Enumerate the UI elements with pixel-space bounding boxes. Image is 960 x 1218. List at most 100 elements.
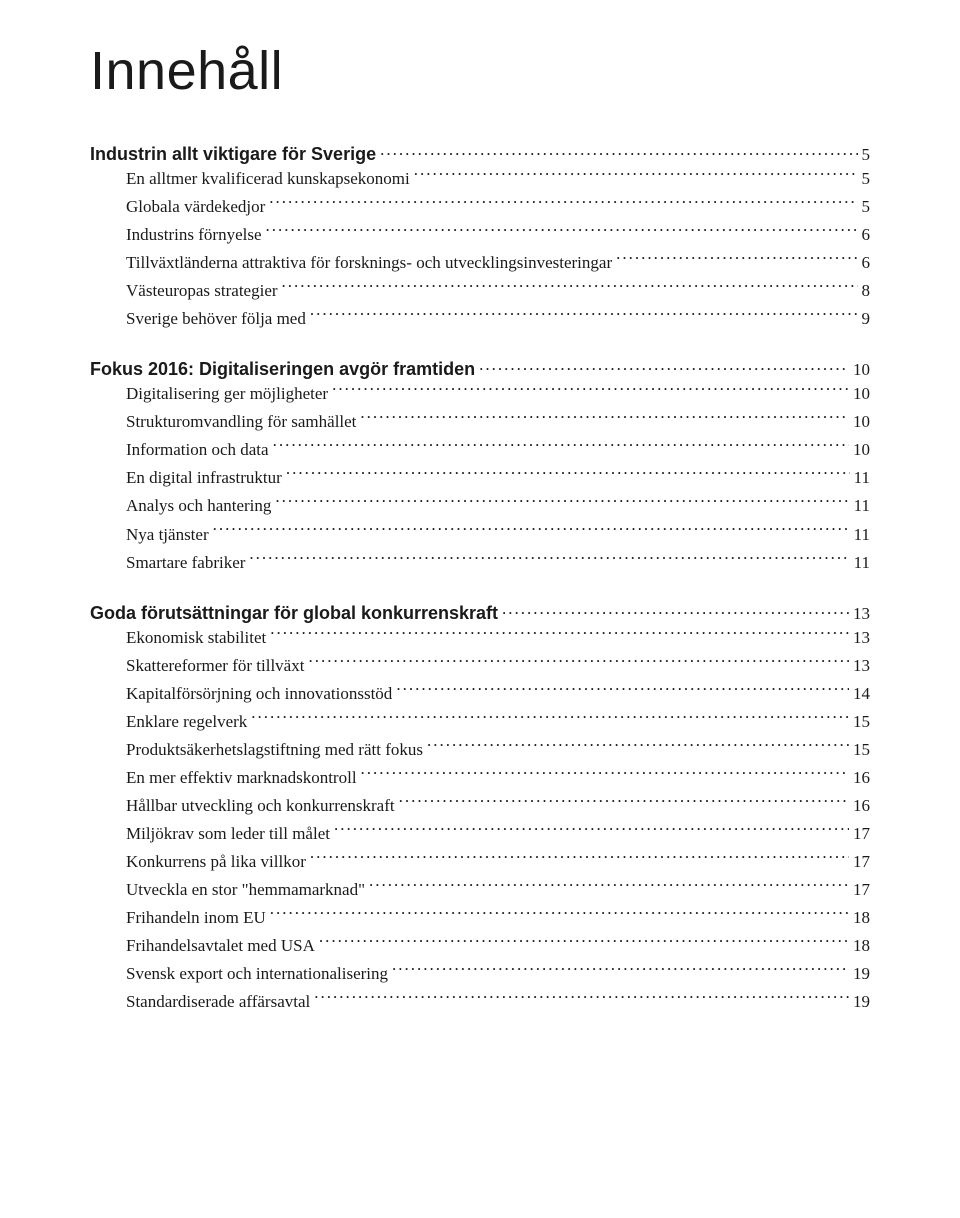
toc-leader <box>361 766 849 783</box>
toc-entry[interactable]: Globala värdekedjor 5 <box>126 193 870 221</box>
toc-page-number: 13 <box>853 604 870 624</box>
toc-page-number: 10 <box>853 380 870 408</box>
toc-section-heading-row[interactable]: Goda förutsättningar för global konkurre… <box>90 601 870 624</box>
toc-leader <box>319 934 849 951</box>
toc-section: Fokus 2016: Digitaliseringen avgör framt… <box>90 357 870 576</box>
toc-section-heading-row[interactable]: Industrin allt viktigare för Sverige 5 <box>90 142 870 165</box>
toc-entry[interactable]: En digital infrastruktur11 <box>126 464 870 492</box>
toc-page-number: 14 <box>853 680 870 708</box>
toc-leader <box>314 990 849 1007</box>
toc-entry-label: En alltmer kvalificerad kunskapsekonomi <box>126 165 410 193</box>
toc-page-number: 18 <box>853 904 870 932</box>
toc-entry-label: Information och data <box>126 436 269 464</box>
toc-page-number: 11 <box>854 549 870 577</box>
toc-page-number: 5 <box>862 165 871 193</box>
toc-leader <box>479 357 849 375</box>
toc-entry-label: Nya tjänster <box>126 521 209 549</box>
toc-leader <box>282 279 858 296</box>
toc-page: Innehåll Industrin allt viktigare för Sv… <box>0 0 960 1076</box>
toc-leader <box>334 822 849 839</box>
toc-entry[interactable]: Västeuropas strategier 8 <box>126 277 870 305</box>
toc-leader <box>392 962 849 979</box>
toc-page-number: 13 <box>853 624 870 652</box>
toc-entry[interactable]: Produktsäkerhetslagstiftning med rätt fo… <box>126 736 870 764</box>
toc-entry[interactable]: Sverige behöver följa med 9 <box>126 305 870 333</box>
toc-entry-label: Skattereformer för tillväxt <box>126 652 304 680</box>
toc-entry[interactable]: Tillväxtländerna attraktiva för forsknin… <box>126 249 870 277</box>
toc-entry[interactable]: Nya tjänster11 <box>126 521 870 549</box>
toc-leader <box>270 626 849 643</box>
toc-entry-label: Digitalisering ger möjligheter <box>126 380 328 408</box>
toc-leader <box>399 794 849 811</box>
toc-page-number: 10 <box>853 436 870 464</box>
toc-entry[interactable]: Hållbar utveckling och konkurrenskraft 16 <box>126 792 870 820</box>
toc-entry[interactable]: En mer effektiv marknadskontroll16 <box>126 764 870 792</box>
toc-entry[interactable]: Industrins förnyelse 6 <box>126 221 870 249</box>
toc-sub-list: Ekonomisk stabilitet13 Skattereformer fö… <box>126 624 870 1017</box>
toc-leader <box>360 410 849 427</box>
toc-entry[interactable]: Analys och hantering11 <box>126 492 870 520</box>
toc-page-number: 18 <box>853 932 870 960</box>
toc-entry[interactable]: Standardiserade affärsavtal 19 <box>126 988 870 1016</box>
toc-entry[interactable]: Svensk export och internationalisering19 <box>126 960 870 988</box>
toc-entry[interactable]: Smartare fabriker 11 <box>126 549 870 577</box>
toc-page-number: 5 <box>862 145 871 165</box>
toc-leader <box>414 167 858 184</box>
toc-page-number: 8 <box>862 277 871 305</box>
toc-entry-label: Enklare regelverk <box>126 708 247 736</box>
toc-section: Goda förutsättningar för global konkurre… <box>90 601 870 1017</box>
toc-leader <box>273 438 849 455</box>
toc-entry-label: Industrins förnyelse <box>126 221 262 249</box>
toc-leader <box>369 878 849 895</box>
toc-entry[interactable]: Konkurrens på lika villkor17 <box>126 848 870 876</box>
toc-entry[interactable]: En alltmer kvalificerad kunskapsekonomi 5 <box>126 165 870 193</box>
toc-entry[interactable]: Ekonomisk stabilitet13 <box>126 624 870 652</box>
toc-entry[interactable]: Digitalisering ger möjligheter 10 <box>126 380 870 408</box>
toc-entry-label: Hållbar utveckling och konkurrenskraft <box>126 792 395 820</box>
toc-page-number: 9 <box>862 305 871 333</box>
toc-page-number: 19 <box>853 988 870 1016</box>
toc-entry[interactable]: Utveckla en stor "hemmamarknad"17 <box>126 876 870 904</box>
toc-leader <box>213 523 850 540</box>
toc-entry-label: Smartare fabriker <box>126 549 245 577</box>
toc-section-heading: Fokus 2016: Digitaliseringen avgör framt… <box>90 359 475 380</box>
toc-entry[interactable]: Information och data 10 <box>126 436 870 464</box>
toc-entry[interactable]: Frihandelsavtalet med USA 18 <box>126 932 870 960</box>
toc-entry[interactable]: Miljökrav som leder till målet17 <box>126 820 870 848</box>
toc-page-number: 6 <box>862 221 871 249</box>
toc-leader <box>427 738 849 755</box>
toc-container: Industrin allt viktigare för Sverige 5 E… <box>90 142 870 1016</box>
toc-entry[interactable]: Skattereformer för tillväxt13 <box>126 652 870 680</box>
document-title: Innehåll <box>90 40 870 102</box>
toc-leader <box>270 906 849 923</box>
toc-entry-label: Miljökrav som leder till målet <box>126 820 330 848</box>
toc-entry-label: Globala värdekedjor <box>126 193 265 221</box>
toc-entry[interactable]: Strukturomvandling för samhället10 <box>126 408 870 436</box>
toc-entry[interactable]: Kapitalförsörjning och innovationsstöd 14 <box>126 680 870 708</box>
toc-entry-label: Frihandelsavtalet med USA <box>126 932 315 960</box>
toc-sub-list: En alltmer kvalificerad kunskapsekonomi 5… <box>126 165 870 333</box>
toc-entry-label: Sverige behöver följa med <box>126 305 306 333</box>
toc-leader <box>310 307 858 324</box>
toc-leader <box>502 601 849 619</box>
toc-entry-label: Analys och hantering <box>126 492 271 520</box>
toc-section-heading: Goda förutsättningar för global konkurre… <box>90 603 498 624</box>
toc-entry-label: Tillväxtländerna attraktiva för forsknin… <box>126 249 612 277</box>
toc-page-number: 16 <box>853 792 870 820</box>
toc-leader <box>249 551 849 568</box>
toc-section-heading-row[interactable]: Fokus 2016: Digitaliseringen avgör framt… <box>90 357 870 380</box>
toc-entry[interactable]: Enklare regelverk 15 <box>126 708 870 736</box>
toc-leader <box>251 710 849 727</box>
toc-entry[interactable]: Frihandeln inom EU18 <box>126 904 870 932</box>
toc-page-number: 6 <box>862 249 871 277</box>
toc-entry-label: En digital infrastruktur <box>126 464 282 492</box>
toc-page-number: 5 <box>862 193 871 221</box>
toc-page-number: 15 <box>853 708 870 736</box>
toc-entry-label: Strukturomvandling för samhället <box>126 408 356 436</box>
toc-entry-label: En mer effektiv marknadskontroll <box>126 764 357 792</box>
toc-entry-label: Västeuropas strategier <box>126 277 278 305</box>
toc-page-number: 10 <box>853 360 870 380</box>
toc-entry-label: Kapitalförsörjning och innovationsstöd <box>126 680 392 708</box>
toc-page-number: 17 <box>853 848 870 876</box>
toc-entry-label: Standardiserade affärsavtal <box>126 988 310 1016</box>
